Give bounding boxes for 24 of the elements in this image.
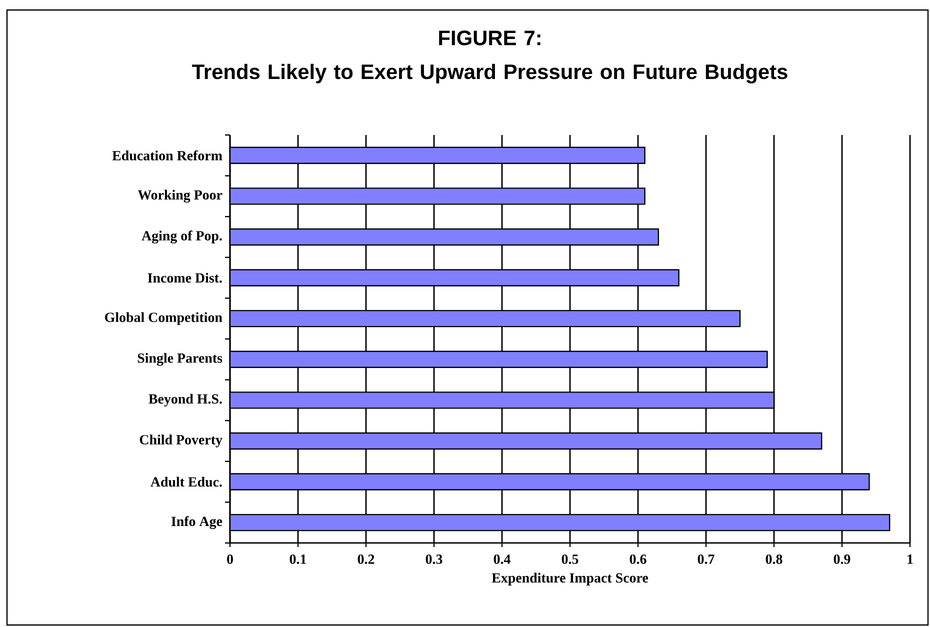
x-tick-label: 0.4 xyxy=(494,554,510,564)
x-tick-label: 0.9 xyxy=(834,554,850,564)
y-tick-label: Info Age xyxy=(171,516,222,530)
x-tick-label: 0 xyxy=(227,554,233,564)
y-tick-label: Adult Educ. xyxy=(150,476,222,487)
y-tick-label: Aging of Pop. xyxy=(142,230,222,244)
x-tick-label: 0.6 xyxy=(630,554,646,564)
y-tick-label: Global Competition xyxy=(105,312,222,325)
x-tick-label: 0.8 xyxy=(766,554,782,564)
y-tick-label: Single Parents xyxy=(138,352,222,366)
chart-subtitle: Trends Likely to Exert Upward Pressure on Future Budgets xyxy=(192,64,788,84)
x-tick-label: 0.1 xyxy=(290,554,306,564)
x-tick-label: 0.2 xyxy=(358,554,374,564)
x-tick-label: 0.5 xyxy=(562,554,578,564)
y-tick-label: Child Poverty xyxy=(140,434,222,448)
x-tick-label: 0.7 xyxy=(698,554,714,564)
x-tick-label: 1 xyxy=(908,554,913,564)
y-tick-label: Income Dist. xyxy=(148,272,222,283)
y-tick-label: Beyond H.S. xyxy=(148,394,222,407)
y-tick-label: Working Poor xyxy=(138,190,222,203)
chart-title: FIGURE 7: xyxy=(439,30,540,46)
y-tick-label: Education Reform xyxy=(112,150,222,160)
x-tick-label: 0.3 xyxy=(426,554,442,564)
x-axis-title: Expenditure Impact Score xyxy=(492,572,648,586)
